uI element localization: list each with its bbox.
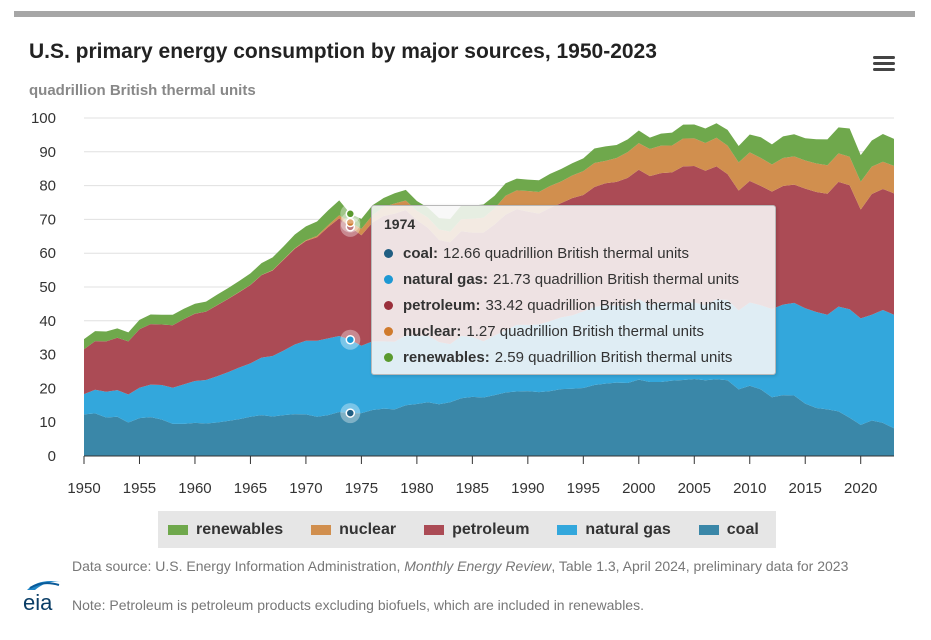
tooltip-dot [384,352,393,362]
hamburger-icon-bar [873,56,895,59]
y-tick-label: 90 [39,144,56,161]
y-tick-label: 50 [39,279,56,296]
tooltip-series-name: renewables: [403,348,490,366]
tooltip-value: 33.42 quadrillion British thermal units [485,296,732,314]
x-tick-label: 1995 [567,480,600,497]
hover-markers [340,203,361,424]
x-tick-label: 1990 [511,480,544,497]
tooltip-year: 1974 [384,216,416,232]
y-tick-label: 30 [39,347,56,364]
legend-label: nuclear [339,520,397,538]
data-source-note: Data source: U.S. Energy Information Adm… [72,557,892,575]
tooltip-row-nuclear: nuclear: 1.27 quadrillion British thermal… [384,318,763,344]
y-tick-label: 80 [39,178,56,195]
legend-item-nuclear[interactable]: nuclear [311,521,396,539]
data-tooltip: 1974 coal: 12.66 quadrillion British ther… [371,205,776,375]
tooltip-series-name: nuclear: [403,322,462,340]
top-accent-bar [14,11,915,17]
legend-swatch [698,524,719,535]
tooltip-series-name: coal: [403,244,439,262]
x-tick-label: 2010 [733,480,766,497]
tooltip-dot [384,326,393,336]
source-prefix: Data source: U.S. Energy Information Adm… [72,558,405,574]
y-tick-label: 20 [39,380,56,397]
x-tick-label: 1950 [67,480,100,497]
tooltip-dot [384,300,393,310]
x-tick-label: 2015 [789,480,822,497]
x-tick-label: 1975 [345,480,378,497]
marker-natural-gas [345,334,356,345]
chart-menu-button[interactable] [870,53,898,77]
legend-swatch [311,524,332,535]
tooltip-value: 12.66 quadrillion British thermal units [443,244,689,262]
y-tick-label: 0 [48,448,56,465]
tooltip-dot [384,248,393,258]
x-tick-label: 1980 [400,480,433,497]
legend-swatch [168,524,188,535]
x-tick-label: 1985 [456,480,489,497]
footnote: Note: Petroleum is petroleum products ex… [72,597,644,613]
area-coal [84,378,894,456]
tooltip-series-name: petroleum: [403,296,481,314]
hamburger-icon-bar [873,68,895,71]
x-tick-label: 1965 [234,480,267,497]
marker-renewables [345,209,356,219]
x-tick-label: 1960 [178,480,211,497]
x-tick-label: 2000 [622,480,655,497]
source-title: Monthly Energy Review [404,558,552,574]
tooltip-series-name: natural gas: [403,270,489,288]
chart-legend: renewables nuclear petroleum natural gas… [158,511,776,548]
area-renewables [84,123,894,350]
axes: 0 10 20 30 40 50 60 70 80 90 100 1950 1955 1960 1965 19… [31,110,894,497]
tooltip-row-petroleum: petroleum: 33.42 quadrillion British ther… [384,292,763,318]
legend-item-renewables[interactable]: renewables [168,521,283,539]
y-tick-label: 10 [39,414,56,431]
y-tick-label: 40 [39,313,56,330]
tooltip-row-renewables: renewables: 2.59 quadrillion British ther… [384,344,763,370]
legend-item-natural-gas[interactable]: natural gas [557,520,671,539]
marker-coal [345,408,356,418]
legend-swatch [557,524,578,535]
x-tick-label: 2005 [678,480,711,497]
y-tick-label: 100 [31,110,56,127]
chart-subtitle: quadrillion British thermal units [29,82,256,99]
legend-item-coal[interactable]: coal [698,520,759,539]
legend-label: coal [726,520,759,538]
x-tick-label: 2020 [844,480,877,497]
legend-label: renewables [196,520,284,538]
tooltip-row-coal: coal: 12.66 quadrillion British thermal u… [384,240,763,266]
source-suffix: , Table 1.3, April 2024, preliminary dat… [551,558,849,574]
tooltip-value: 1.27 quadrillion British thermal units [466,322,704,340]
legend-label: petroleum [452,520,530,538]
legend-label: natural gas [585,520,671,538]
marker-nuclear [345,217,356,228]
tooltip-value: 21.73 quadrillion British thermal units [493,270,739,288]
chart-title: U.S. primary energy consumption by major… [29,40,657,63]
logo-text: eia [23,590,53,614]
legend-item-petroleum[interactable]: petroleum [424,521,529,539]
y-tick-label: 60 [39,245,56,262]
eia-logo-icon: eia [23,581,61,614]
legend-swatch [424,524,445,535]
x-tick-label: 1955 [123,480,156,497]
hamburger-icon-bar [873,62,895,65]
tooltip-value: 2.59 quadrillion British thermal units [494,348,733,366]
x-tick-label: 1970 [289,480,322,497]
y-tick-label: 70 [39,211,56,228]
tooltip-dot [384,274,393,284]
tooltip-row-natural-gas: natural gas: 21.73 quadrillion British th… [384,266,763,292]
